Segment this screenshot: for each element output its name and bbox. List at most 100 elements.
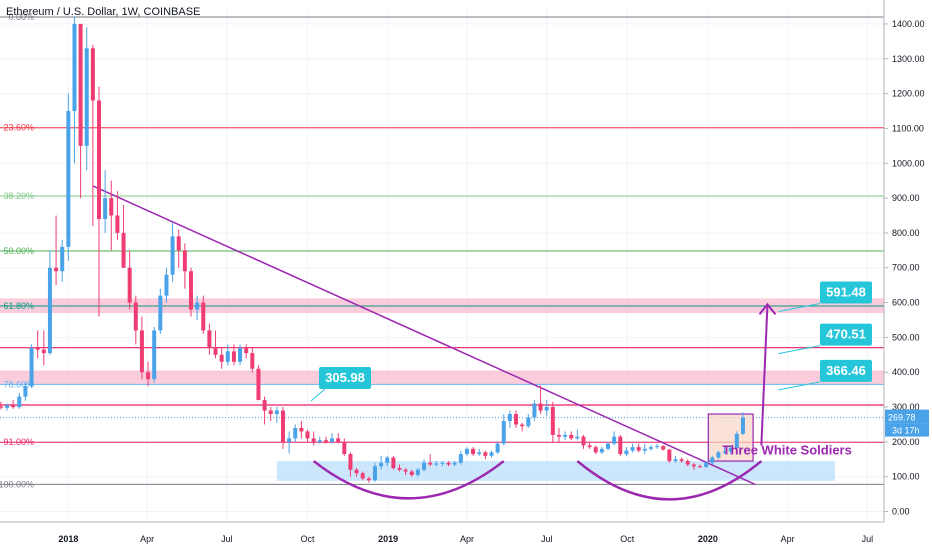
time-tick-label: Apr <box>140 534 154 544</box>
price-tick-label: 1000.00 <box>892 158 925 168</box>
candle-body <box>704 462 709 467</box>
price-tick-label: 600.00 <box>892 298 920 308</box>
candle-body <box>409 471 414 475</box>
candle-body <box>507 414 512 421</box>
candle-body <box>569 434 574 439</box>
candle-body <box>673 459 678 462</box>
callout-pointer <box>778 303 821 313</box>
candle-body <box>391 457 396 469</box>
pattern-box <box>707 413 754 462</box>
time-tick-label: Oct <box>620 534 635 544</box>
candle-body <box>734 433 739 448</box>
highlight-zone <box>0 370 884 385</box>
candle-body <box>716 452 721 458</box>
candle-body <box>182 250 187 272</box>
candle-body <box>593 447 598 453</box>
candle-body <box>587 445 592 448</box>
candle-body <box>305 431 310 439</box>
fib-level-label: 100.00% <box>0 479 34 489</box>
price-tick-label: 1200.00 <box>892 89 925 99</box>
candle-body <box>501 420 506 444</box>
candle-body <box>244 347 249 354</box>
candle-body <box>403 469 408 472</box>
candle-body <box>280 410 285 442</box>
candle-body <box>146 372 151 380</box>
candle-body <box>740 417 745 434</box>
candle-body <box>256 368 261 401</box>
candle-body <box>29 347 34 387</box>
price-callout-box <box>319 366 372 389</box>
candle-body <box>556 434 561 437</box>
countdown-badge <box>885 423 929 437</box>
candle-body <box>188 271 193 310</box>
pattern-label: Three White Soldiers <box>723 443 852 458</box>
trendline <box>92 185 756 486</box>
candle-body <box>170 236 175 275</box>
time-tick-label: 2018 <box>58 534 78 544</box>
chart-title: Ethereum / U.S. Dollar, 1W, COINBASE <box>6 6 201 18</box>
candle-body <box>489 452 494 456</box>
candle-body <box>5 405 10 408</box>
candle-body <box>422 462 427 470</box>
candle-body <box>23 386 28 397</box>
candle-body <box>648 447 653 449</box>
time-tick-label: Oct <box>301 534 316 544</box>
candle-body <box>109 198 114 216</box>
candle-body <box>66 111 71 247</box>
candle-body <box>103 198 108 219</box>
candle-body <box>225 351 230 362</box>
candle-body <box>434 463 439 465</box>
price-callout-box <box>820 281 872 304</box>
candle-body <box>679 459 684 462</box>
candle-body <box>207 330 212 348</box>
candle-body <box>158 295 163 331</box>
candle-body <box>514 414 519 425</box>
fib-level-label: 23.60% <box>3 123 34 133</box>
candle-body <box>274 410 279 415</box>
candle-body <box>330 438 335 442</box>
candle-body <box>262 400 267 411</box>
candle-body <box>538 403 543 411</box>
candle-body <box>624 450 629 455</box>
price-tick-label: 900.00 <box>892 193 920 203</box>
callout-pointer <box>778 345 821 355</box>
candle-body <box>372 466 377 481</box>
candle-body <box>293 427 298 439</box>
candle-body <box>317 440 322 442</box>
candle-body <box>287 438 292 442</box>
cup-arc <box>312 460 505 500</box>
candle-body <box>115 215 120 233</box>
candle-body <box>415 469 420 475</box>
target-arrow-head <box>758 302 777 315</box>
candle-body <box>599 448 604 453</box>
candle-body <box>35 347 40 350</box>
candle-body <box>60 246 65 272</box>
candle-body <box>231 351 236 362</box>
candle-body <box>691 464 696 467</box>
callout-pointer <box>310 388 326 402</box>
candle-body <box>213 347 218 355</box>
candle-body <box>452 462 457 465</box>
target-arrow-shaft <box>760 304 769 446</box>
candle-body <box>41 349 46 354</box>
candle-body <box>164 274 169 296</box>
time-tick-label: Jul <box>541 534 553 544</box>
candle-body <box>385 457 390 463</box>
candle-body <box>612 436 617 444</box>
candle-body <box>250 353 255 369</box>
candle-body <box>360 473 365 479</box>
candle-body <box>342 441 347 455</box>
countdown-value: 3d 17h <box>892 426 920 436</box>
candle-body <box>121 232 126 268</box>
fib-level-label: 61.80% <box>3 301 34 311</box>
time-tick-label: 2020 <box>698 534 718 544</box>
current-price-value: 269.78 <box>888 413 916 423</box>
candle-body <box>0 406 3 408</box>
candle-body <box>495 443 500 453</box>
candle-body <box>575 436 580 439</box>
candle-body <box>195 302 200 310</box>
candle-body <box>133 302 138 331</box>
fib-level-label: 38.20% <box>3 191 34 201</box>
candle-body <box>299 427 304 432</box>
candle-body <box>532 403 537 418</box>
